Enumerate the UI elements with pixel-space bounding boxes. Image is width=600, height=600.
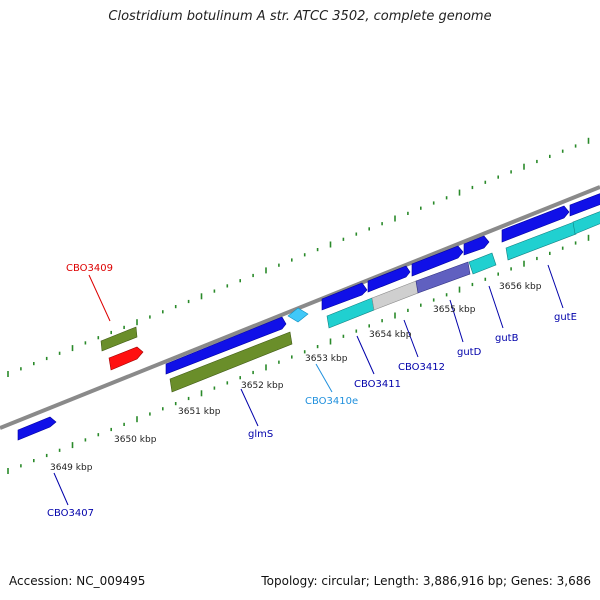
gene-gutb-forward[interactable] bbox=[463, 235, 490, 256]
genome-backbone bbox=[0, 185, 600, 430]
scale-label-3654: 3654 kbp bbox=[369, 330, 412, 340]
tick-row-upper bbox=[7, 137, 590, 377]
gene-label-glms[interactable]: glmS bbox=[248, 429, 273, 440]
gene-leader-lines bbox=[53, 264, 564, 506]
scale-label-3651: 3651 kbp bbox=[178, 407, 221, 417]
gene-next-forward[interactable] bbox=[569, 192, 600, 217]
gene-label-gutb[interactable]: gutB bbox=[495, 333, 519, 344]
gene-cbo3410e[interactable] bbox=[287, 307, 309, 323]
gene-label-cbo3409[interactable]: CBO3409 bbox=[66, 263, 113, 274]
gene-label-cbo3411[interactable]: CBO3411 bbox=[354, 379, 401, 390]
gene-label-gute[interactable]: gutE bbox=[554, 312, 577, 323]
gene-label-gutd[interactable]: gutD bbox=[457, 347, 482, 358]
gene-features bbox=[17, 192, 600, 441]
scale-label-3652: 3652 kbp bbox=[241, 381, 284, 391]
gene-cbo3411[interactable] bbox=[321, 282, 368, 311]
gene-next-cyan[interactable] bbox=[572, 210, 600, 235]
gene-glms-forward[interactable] bbox=[165, 316, 287, 375]
scale-labels: 3649 kbp 3650 kbp 3651 kbp 3652 kbp 3653… bbox=[50, 282, 542, 473]
gene-label-cbo3410e[interactable]: CBO3410e bbox=[305, 396, 358, 407]
gene-gutd-forward[interactable] bbox=[411, 245, 464, 277]
scale-label-3649: 3649 kbp bbox=[50, 463, 93, 473]
gene-label-cbo3412[interactable]: CBO3412 bbox=[398, 362, 445, 373]
accession-text: Accession: NC_009495 bbox=[9, 574, 146, 588]
scale-label-3656: 3656 kbp bbox=[499, 282, 542, 292]
gene-labels: CBO3409 CBO3407 glmS CBO3410e CBO3411 CB… bbox=[47, 263, 577, 519]
gene-gute-forward[interactable] bbox=[501, 205, 570, 243]
scale-label-3655: 3655 kbp bbox=[433, 305, 476, 315]
gene-gutb-cyan[interactable] bbox=[468, 252, 497, 275]
tick-row-lower bbox=[7, 234, 590, 474]
scale-label-3653: 3653 kbp bbox=[305, 354, 348, 364]
gene-cbo3409-red[interactable] bbox=[108, 346, 144, 371]
gene-glms-reverse[interactable] bbox=[169, 331, 293, 393]
gene-gute-cyan[interactable] bbox=[505, 221, 577, 261]
gene-cbo3412-forward[interactable] bbox=[367, 265, 411, 293]
gene-cbo3409[interactable] bbox=[100, 326, 138, 352]
map-title: Clostridium botulinum A str. ATCC 3502, … bbox=[108, 9, 492, 24]
scale-label-3650: 3650 kbp bbox=[114, 435, 157, 445]
gene-cbo3407[interactable] bbox=[17, 416, 57, 441]
gene-gutd-purple[interactable] bbox=[415, 261, 471, 294]
gene-label-cbo3407[interactable]: CBO3407 bbox=[47, 508, 94, 519]
genome-stats-text: Topology: circular; Length: 3,886,916 bp… bbox=[261, 574, 591, 588]
